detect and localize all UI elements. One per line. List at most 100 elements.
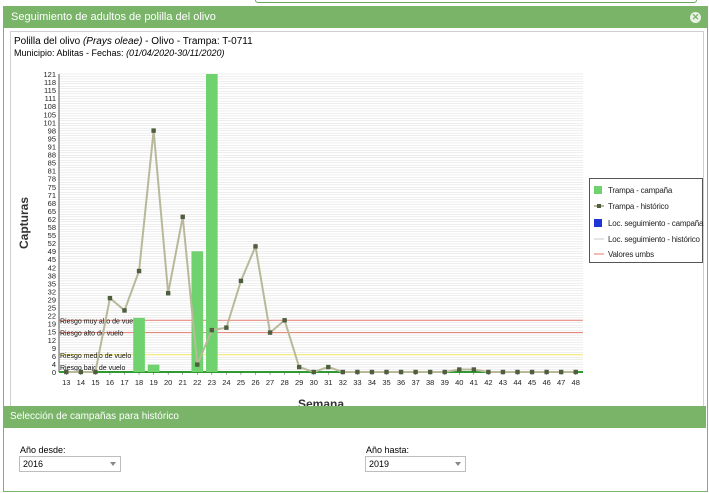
captures-chart: 1211181151111081051019895918885817875716… [17,70,583,410]
bar-week-23 [206,74,218,372]
y-tick-label: 118 [44,78,56,87]
x-tick-label: 38 [426,378,434,387]
history-point-week-20 [165,290,171,296]
y-axis-title: Capturas [17,197,31,249]
x-tick-label: 15 [91,378,99,387]
x-tick-label: 37 [411,378,419,387]
year-from-select[interactable]: 2016 [19,456,121,472]
history-point-week-18 [136,268,142,274]
x-tick-label: 22 [193,378,201,387]
legend-item-trap-history[interactable]: Trampa - histórico [594,201,702,213]
y-tick-label: 91 [48,142,56,151]
window-titlebar: Seguimiento de adultos de polilla del ol… [4,7,707,28]
history-point-week-22 [195,362,200,367]
thin-line-icon [594,238,604,240]
history-line [66,130,576,374]
x-tick-label: 20 [164,378,172,387]
x-tick-label: 18 [135,378,143,387]
y-tick-label: 49 [48,247,56,256]
chevron-down-icon [455,462,461,466]
threshold-label: Riesgo muy alto de vuelo [60,318,139,325]
line-marker-icon [594,204,604,208]
x-tick-label: 28 [280,378,288,387]
legend-item-loc-history[interactable]: Loc. seguimiento - histórico [594,234,702,246]
x-tick-label: 43 [499,378,507,387]
x-tick-label: 44 [513,378,521,387]
x-tick-label: 47 [557,378,565,387]
y-tick-label: 4 [52,360,56,369]
x-tick-label: 40 [455,378,463,387]
y-tick-label: 19 [48,320,56,329]
close-icon[interactable]: ✕ [690,12,701,23]
bar-week-19 [147,364,160,372]
y-tick-label: 38 [48,271,56,280]
chevron-down-icon [110,462,116,466]
x-tick-label: 14 [77,378,85,387]
bar-week-18 [133,317,145,372]
x-tick-label: 31 [324,378,332,387]
history-point-week-26 [253,244,258,249]
legend-item-trap-campaign[interactable]: Trampa - campaña [594,185,702,197]
y-tick-label: 45 [48,255,56,264]
x-tick-label: 17 [120,378,128,387]
history-point-week-25 [238,278,244,284]
x-tick-label: 29 [295,378,303,387]
square-swatch-icon [594,219,602,227]
y-tick-label: 42 [48,263,56,272]
x-tick-label: 45 [528,378,536,387]
y-tick-label: 68 [48,199,56,208]
y-tick-label: 29 [48,296,56,305]
chart-legend: Trampa - campaña Trampa - histórico Loc.… [589,178,704,263]
y-tick-label: 58 [48,223,56,232]
x-tick-label: 33 [353,378,361,387]
y-tick-label: 98 [48,126,56,135]
y-tick-label: 115 [44,86,56,95]
x-tick-label: 24 [222,378,230,387]
legend-item-thresholds[interactable]: Valores umbs [594,249,702,261]
y-tick-label: 6 [52,352,56,361]
x-tick-label: 25 [237,378,245,387]
x-tick-label: 36 [397,378,405,387]
year-to-select[interactable]: 2019 [365,456,466,472]
history-section-title: Selección de campañas para histórico [10,411,179,422]
x-tick-label: 34 [368,378,376,387]
y-tick-label: 55 [48,231,56,240]
legend-item-loc-campaign[interactable]: Loc. seguimiento - campaña [594,218,704,230]
y-tick-label: 121 [43,70,56,79]
y-tick-label: 88 [48,151,56,160]
x-tick-label: 26 [251,378,259,387]
history-point-week-40 [457,367,462,372]
history-point-week-28 [282,318,287,323]
history-point-week-17 [122,308,127,313]
threshold-label: Riesgo alto de vuelo [60,331,124,338]
chart-panel: Polilla del olivo (Prays oleae) - Olivo … [10,31,704,411]
y-tick-label: 22 [48,312,56,321]
x-tick-label: 19 [149,378,157,387]
x-tick-label: 41 [470,378,478,387]
y-tick-label: 9 [52,344,56,353]
bar-swatch-icon [594,186,602,194]
y-tick-label: 95 [48,134,56,143]
x-tick-label: 30 [310,378,318,387]
history-point-week-16 [107,295,113,301]
year-from-label: Año desde: [20,445,66,455]
chart-header-line1: Polilla del olivo (Prays oleae) - Olivo … [14,36,253,47]
y-tick-label: 85 [48,159,56,168]
history-point-week-29 [296,364,302,370]
y-tick-label: 71 [48,191,56,200]
y-tick-label: 35 [48,279,56,288]
history-point-week-23 [209,327,215,333]
x-tick-label: 27 [266,378,274,387]
threshold-label: Riesgo medio de vuelo [60,353,131,360]
y-tick-label: 78 [48,175,56,184]
x-tick-label: 48 [572,378,580,387]
history-section-header: Selección de campañas para histórico [3,406,706,428]
y-tick-label: 25 [48,304,56,313]
y-tick-label: 81 [48,167,56,176]
threshold-label: Riesgo bajo de vuelo [60,365,125,372]
window-title: Seguimiento de adultos de polilla del ol… [11,11,216,23]
x-tick-label: 42 [484,378,492,387]
bar-week-22 [191,251,204,372]
y-tick-label: 111 [45,94,56,103]
x-tick-label: 16 [106,378,114,387]
